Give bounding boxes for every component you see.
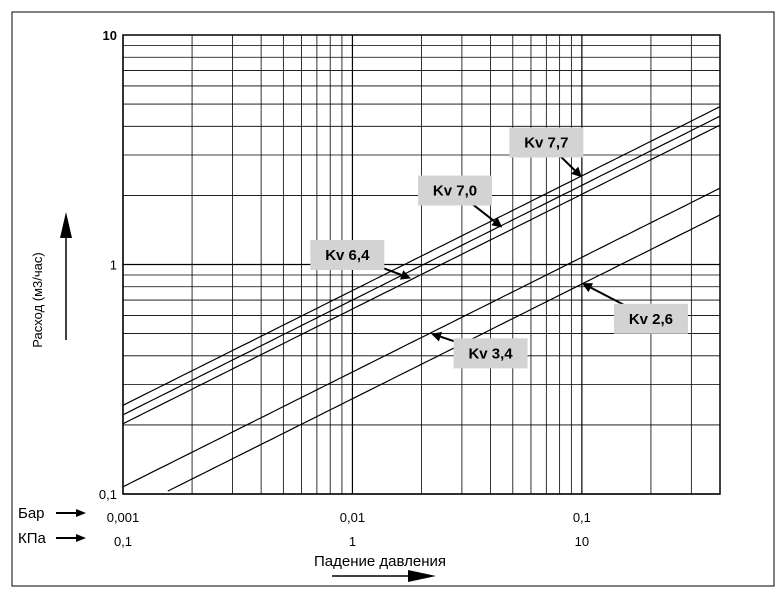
series-label-box bbox=[613, 303, 688, 334]
tick-labels: 0,1 1 10 0,001 0,01 0,1 0,1 1 10 bbox=[99, 28, 591, 549]
x-tick-label-bar: 0,01 bbox=[340, 510, 365, 525]
series-line bbox=[122, 115, 721, 416]
callout-arrow-head bbox=[399, 270, 412, 280]
series-label: Kv 2,6 bbox=[629, 311, 673, 328]
series-lines bbox=[122, 106, 721, 492]
kpa-row-label: КПа bbox=[18, 530, 47, 547]
series-label: Kv 6,4 bbox=[325, 247, 370, 264]
plot-border bbox=[122, 34, 721, 495]
x-axis-title: Падение давления bbox=[314, 553, 446, 570]
y-axis-arrow-icon bbox=[60, 212, 72, 340]
y-tick-label: 1 bbox=[110, 258, 117, 273]
callout-arrow-head bbox=[491, 217, 503, 228]
kpa-arrow-icon bbox=[56, 534, 86, 542]
x-tick-label-bar: 0,1 bbox=[573, 510, 591, 525]
y-axis-title: Расход (м3/час) bbox=[30, 252, 45, 347]
x-tick-label-kpa: 1 bbox=[349, 534, 356, 549]
y-tick-label: 10 bbox=[103, 28, 117, 43]
bar-arrow-icon bbox=[56, 509, 86, 517]
frame bbox=[11, 11, 775, 587]
series-line bbox=[167, 214, 721, 492]
x-axis-arrow-icon bbox=[332, 570, 436, 582]
grid bbox=[122, 35, 721, 495]
series-label: Kv 3,4 bbox=[468, 345, 513, 362]
series-label-box bbox=[418, 175, 493, 206]
series-labels: Kv 7,7 Kv 7,0 Kv 6,4 Kv 3,4 Kv 2,6 bbox=[310, 127, 688, 369]
callout-arrow-head bbox=[430, 331, 443, 342]
x-tick-label-bar: 0,001 bbox=[107, 510, 140, 525]
series-label-box bbox=[453, 338, 528, 369]
y-tick-label: 0,1 bbox=[99, 487, 117, 502]
x-tick-label-kpa: 10 bbox=[575, 534, 589, 549]
series-line bbox=[122, 124, 721, 425]
series-label-box bbox=[509, 127, 584, 158]
series-line bbox=[122, 106, 721, 406]
bar-row-label: Бар bbox=[18, 505, 45, 522]
series-line bbox=[122, 187, 721, 488]
series-label: Kv 7,0 bbox=[433, 183, 477, 200]
series-label-box bbox=[310, 240, 385, 271]
callout-arrow-head bbox=[581, 283, 594, 293]
callout-arrow-head bbox=[571, 166, 582, 178]
x-tick-label-kpa: 0,1 bbox=[114, 534, 132, 549]
series-label: Kv 7,7 bbox=[524, 135, 568, 152]
